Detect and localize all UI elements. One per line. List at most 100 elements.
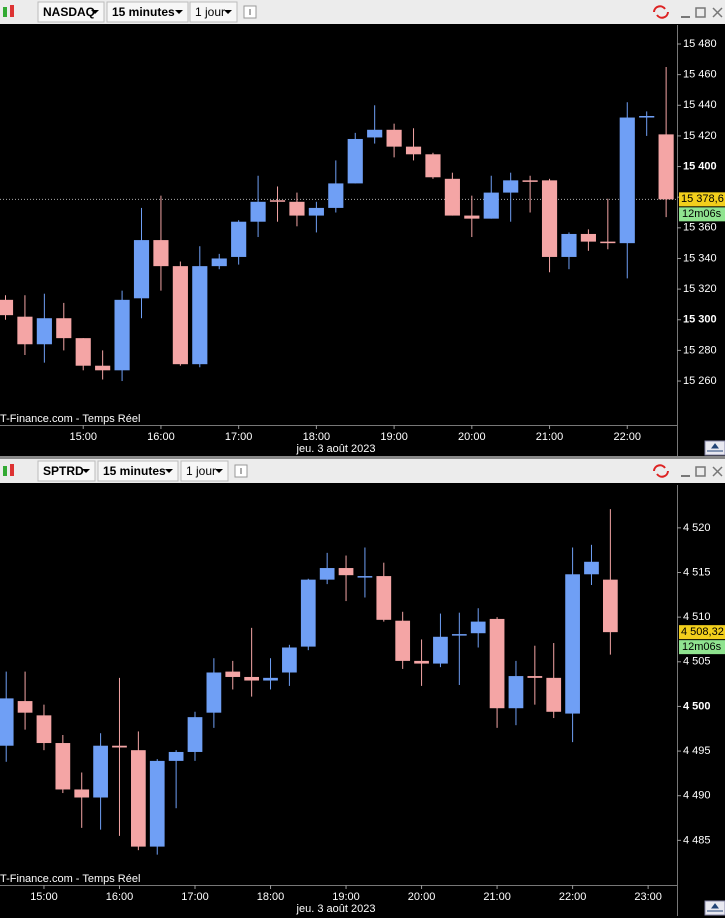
candle-body	[36, 715, 52, 744]
refresh-icon[interactable]	[653, 464, 669, 478]
candle-body	[503, 180, 519, 193]
maximize-icon[interactable]	[695, 7, 706, 18]
candle-body	[541, 180, 558, 257]
candle-body	[565, 574, 580, 714]
dropdown-arrow	[224, 10, 232, 14]
candle-body	[527, 676, 543, 678]
chart-panel: NASDAQ 15 minutes 1 jour 15 260 15 280 15 300…	[0, 0, 725, 456]
dropdown[interactable]	[97, 460, 179, 482]
y-tick-label: 4 510	[683, 611, 711, 623]
x-tick-label: 23:00	[634, 891, 662, 903]
candle-body	[95, 365, 111, 371]
candle-body	[74, 789, 90, 798]
candle-body	[470, 621, 486, 634]
close-icon[interactable]	[712, 7, 723, 18]
y-tick-label: 15 300	[683, 314, 717, 326]
candle-body	[580, 233, 596, 242]
close-icon[interactable]	[712, 466, 723, 477]
candle-body	[357, 576, 373, 578]
dropdown[interactable]	[106, 1, 189, 23]
dropdown-arrow	[91, 10, 99, 14]
dropdown-label[interactable]: NASDAQ	[43, 5, 95, 19]
candle-body	[289, 201, 305, 216]
candle-body	[367, 129, 383, 138]
maximize-icon[interactable]	[695, 466, 706, 477]
dropdown-label[interactable]: 15 minutes	[103, 464, 166, 478]
candle-body	[0, 299, 14, 316]
candle-body	[149, 760, 165, 847]
dropdown[interactable]	[180, 460, 229, 482]
candle-body	[282, 647, 297, 673]
y-tick-label: 15 280	[683, 344, 717, 356]
candle-body	[451, 634, 467, 636]
price-tag	[679, 192, 725, 207]
separator	[0, 456, 725, 459]
dropdown-arrow	[82, 469, 90, 473]
toolbar: NASDAQ 15 minutes 1 jour	[0, 0, 725, 24]
candle-body	[133, 240, 150, 299]
candle-body	[328, 183, 344, 208]
candle-body	[75, 338, 91, 366]
timer-label: 12m06s	[682, 208, 722, 220]
watermark: T-Finance.com - Temps Réel	[0, 413, 140, 425]
y-tick-label: 15 480	[683, 38, 717, 50]
candle-body	[250, 201, 266, 222]
candle-body	[395, 620, 411, 661]
y-tick-label: 4 495	[683, 745, 711, 757]
candle-body	[130, 750, 146, 847]
toolbar: SPTRD 15 minutes 1 jour	[0, 459, 725, 483]
chart-type-icon-g	[3, 466, 7, 476]
candle-body	[187, 717, 203, 752]
candle-body	[231, 221, 247, 257]
dropdown-label[interactable]: SPTRD	[43, 464, 84, 478]
x-tick-label: 17:00	[225, 431, 253, 443]
candle-body	[263, 677, 278, 681]
dropdown-label[interactable]: 15 minutes	[112, 5, 175, 19]
y-tick-label: 4 520	[683, 522, 711, 534]
candle-body	[414, 660, 429, 664]
y-tick-label: 15 340	[683, 252, 717, 264]
candle-body	[319, 568, 335, 580]
candle-body	[36, 318, 52, 345]
candle-body	[338, 568, 354, 576]
candle-body	[658, 134, 674, 200]
y-tick-label: 4 515	[683, 566, 711, 578]
candle-body	[600, 241, 616, 244]
candle-body	[639, 115, 655, 118]
dropdown-arrow	[165, 469, 173, 473]
watermark: T-Finance.com - Temps Réel	[0, 873, 140, 885]
candle-body	[0, 698, 14, 746]
x-tick-label: 19:00	[332, 891, 360, 903]
candle-body	[522, 180, 538, 182]
dropdown[interactable]	[37, 1, 105, 23]
x-axis-label: jeu. 3 août 2023	[296, 903, 376, 915]
candle-body	[602, 579, 618, 633]
candle-body	[425, 154, 441, 178]
dropdown-arrow	[175, 10, 183, 14]
dropdown-label[interactable]: 1 jour	[195, 5, 225, 19]
candle-body	[172, 266, 188, 365]
y-tick-label: 4 505	[683, 656, 711, 668]
x-tick-label: 18:00	[257, 891, 285, 903]
candle-body	[55, 743, 71, 790]
candle-body	[112, 745, 127, 748]
candle-body	[211, 258, 227, 267]
candle-body	[386, 129, 402, 147]
refresh-icon[interactable]	[653, 5, 669, 19]
candle-body	[93, 745, 108, 798]
x-tick-label: 16:00	[147, 431, 175, 443]
x-tick-label: 21:00	[536, 431, 564, 443]
y-tick-label: 15 420	[683, 130, 717, 142]
x-tick-label: 15:00	[69, 431, 97, 443]
candle-body	[114, 299, 130, 371]
candle-body	[56, 318, 72, 339]
dropdown[interactable]	[37, 460, 96, 482]
dropdown[interactable]	[189, 1, 238, 23]
dropdown-label[interactable]: 1 jour	[186, 464, 216, 478]
timer-tag	[679, 207, 725, 222]
candle-body	[17, 701, 33, 713]
x-tick-label: 20:00	[408, 891, 436, 903]
candle-body	[17, 316, 33, 345]
y-tick-label: 15 260	[683, 375, 717, 387]
